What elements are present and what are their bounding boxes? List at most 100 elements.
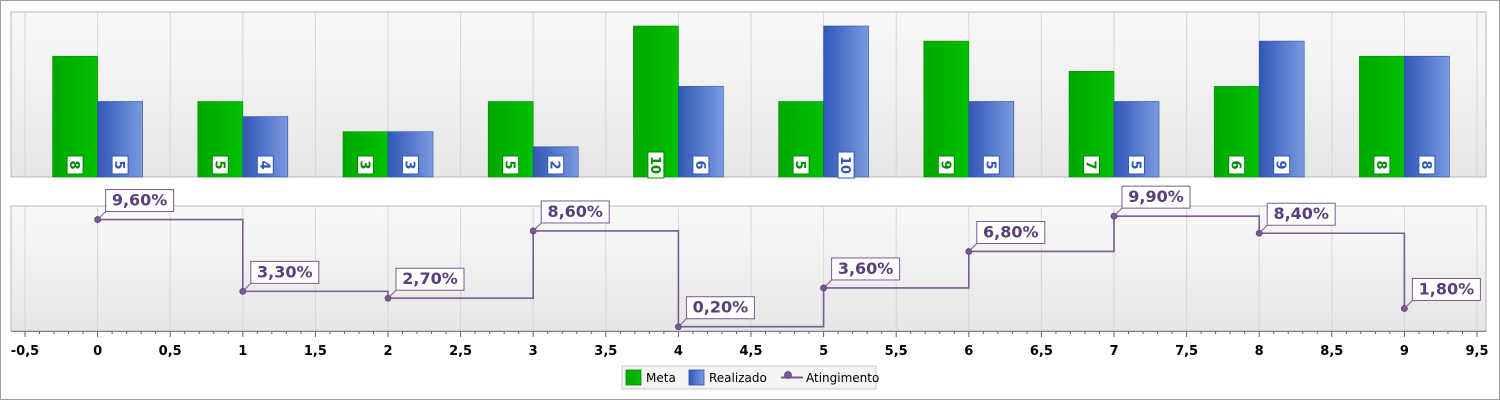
x-tick-label: 4 — [674, 344, 683, 359]
atingimento-label: 3,30% — [257, 262, 313, 281]
bar-value-label: 8 — [66, 155, 84, 175]
legend-realizado-swatch — [688, 369, 705, 386]
x-tick-label: 6,5 — [1030, 344, 1053, 359]
atingimento-label: 6,80% — [983, 222, 1039, 241]
bar-label-box — [837, 151, 855, 179]
bar-label-text: 9 — [937, 160, 952, 169]
bar-value-label: 3 — [357, 155, 374, 175]
x-tick-label: 3,5 — [594, 344, 617, 359]
atingimento-label-box — [1266, 202, 1336, 226]
atingimento-label-box — [831, 257, 901, 281]
bar-value-label: 2 — [547, 155, 565, 175]
bar-label-text: 5 — [211, 160, 226, 169]
bar-label-text: 8 — [66, 160, 81, 169]
legend: Meta Realizado Atingimento — [621, 365, 879, 390]
atingimento-label-leader — [1258, 224, 1268, 234]
bar-label-box — [692, 155, 710, 175]
atingimento-label-leader — [387, 289, 397, 299]
x-tick-label: 0,5 — [159, 344, 182, 359]
atingimento-label: 8,40% — [1273, 204, 1329, 223]
bar-label-text: 8 — [1418, 160, 1433, 169]
bar-value-label: 8 — [1418, 155, 1436, 175]
bar-label-text: 6 — [692, 160, 707, 169]
bar-value-label: 10 — [647, 151, 665, 179]
atingimento-label: 9,90% — [1128, 187, 1184, 206]
atingimento-label: 0,20% — [693, 298, 749, 317]
bar-meta — [1068, 71, 1115, 178]
bar-label-text: 10 — [647, 156, 662, 174]
bar-value-label: 9 — [1273, 155, 1291, 175]
bar-label-text: 3 — [402, 160, 417, 169]
bar-value-label: 5 — [111, 155, 129, 175]
bar-label-box — [1418, 155, 1436, 175]
bar-label-box — [1083, 155, 1100, 175]
legend-label: Realizado — [709, 371, 767, 385]
bar-label-text: 5 — [502, 160, 517, 169]
x-tick-label: 1 — [238, 344, 247, 359]
bar-realizado — [1258, 40, 1305, 178]
bar-label-text: 5 — [982, 160, 997, 169]
atingimento-label-box — [250, 260, 320, 284]
atingimento-label-leader — [97, 211, 106, 220]
bar-label-text: 5 — [1128, 160, 1143, 169]
atingimento-label-leader — [678, 318, 687, 328]
atingimento-step-line — [97, 215, 1406, 328]
bar-label-text: 8 — [1373, 160, 1388, 169]
bar-value-label: 5 — [792, 155, 810, 175]
x-tick-label: 8,5 — [1320, 344, 1343, 359]
bar-label-box — [1273, 155, 1291, 175]
bar-value-label: 8 — [1373, 155, 1391, 175]
bar-value-label: 5 — [1128, 155, 1145, 175]
bar-label-box — [357, 155, 374, 175]
atingimento-label: 2,70% — [402, 269, 458, 288]
bar-label-box — [1228, 155, 1246, 175]
bar-label-box — [547, 155, 565, 175]
bar-meta — [923, 40, 970, 178]
x-tick-label: 9 — [1400, 344, 1409, 359]
bar-value-label: 5 — [502, 155, 520, 175]
bar-series: 8 5 5 4 3 3 5 2 10 6 5 10 9 5 7 5 6 9 8 8 — [52, 25, 1450, 179]
bar-value-label: 7 — [1083, 155, 1100, 175]
legend-label: Meta — [646, 371, 676, 385]
x-axis: -0,5 0 0,5 1 1,5 2 2,5 3 3,5 4 4,5 5 5,5 6 6,5 7 7,5 8 8,5… — [11, 331, 1489, 359]
bar-value-label: 10 — [837, 151, 855, 179]
bar-value-label: 4 — [256, 155, 274, 175]
atingimento-label-box — [1411, 277, 1481, 301]
bar-realizado — [678, 86, 724, 178]
x-tick-label: 7,5 — [1175, 344, 1198, 359]
bar-label-text: 10 — [837, 156, 852, 174]
bar-label-box — [647, 151, 665, 179]
atingimento-label-leader — [1404, 300, 1413, 309]
x-tick-label: 0 — [93, 344, 102, 359]
atingimento-label-leader — [532, 222, 542, 232]
x-tick-label: 5,5 — [885, 344, 908, 359]
atingimento-points: 9,60% 3,30% 2,70% 8,60% 0,20% 3,60% 6,80% 9,90%… — [94, 185, 1481, 331]
atingimento-label-leader — [1113, 207, 1123, 217]
bar-label-box — [982, 155, 1000, 175]
atingimento-label: 9,60% — [112, 191, 168, 210]
atingimento-label-leader — [968, 243, 978, 252]
atingimento-label-leader — [242, 283, 252, 292]
bar-label-text: 3 — [357, 160, 372, 169]
bar-label-text: 5 — [111, 160, 126, 169]
bar-value-label: 9 — [937, 155, 955, 175]
atingimento-label: 3,60% — [838, 259, 894, 278]
bar-value-label: 5 — [211, 155, 229, 175]
x-tick-label: 5 — [819, 344, 828, 359]
x-tick-label: -0,5 — [11, 344, 39, 359]
atingimento-label-box — [976, 220, 1046, 244]
bar-value-label: 3 — [402, 155, 419, 175]
atingimento-label-box — [105, 189, 175, 213]
legend-atingimento-marker — [784, 371, 792, 379]
bar-label-box — [1373, 155, 1391, 175]
bar-label-box — [792, 155, 810, 175]
bar-label-text: 5 — [792, 160, 807, 169]
bar-label-box — [937, 155, 955, 175]
bar-label-box — [1128, 155, 1145, 175]
x-tick-label: 6 — [964, 344, 973, 359]
bar-label-box — [66, 155, 84, 175]
bar-value-label: 6 — [692, 155, 710, 175]
bar-label-text: 6 — [1228, 160, 1243, 169]
bar-label-text: 2 — [547, 160, 562, 169]
